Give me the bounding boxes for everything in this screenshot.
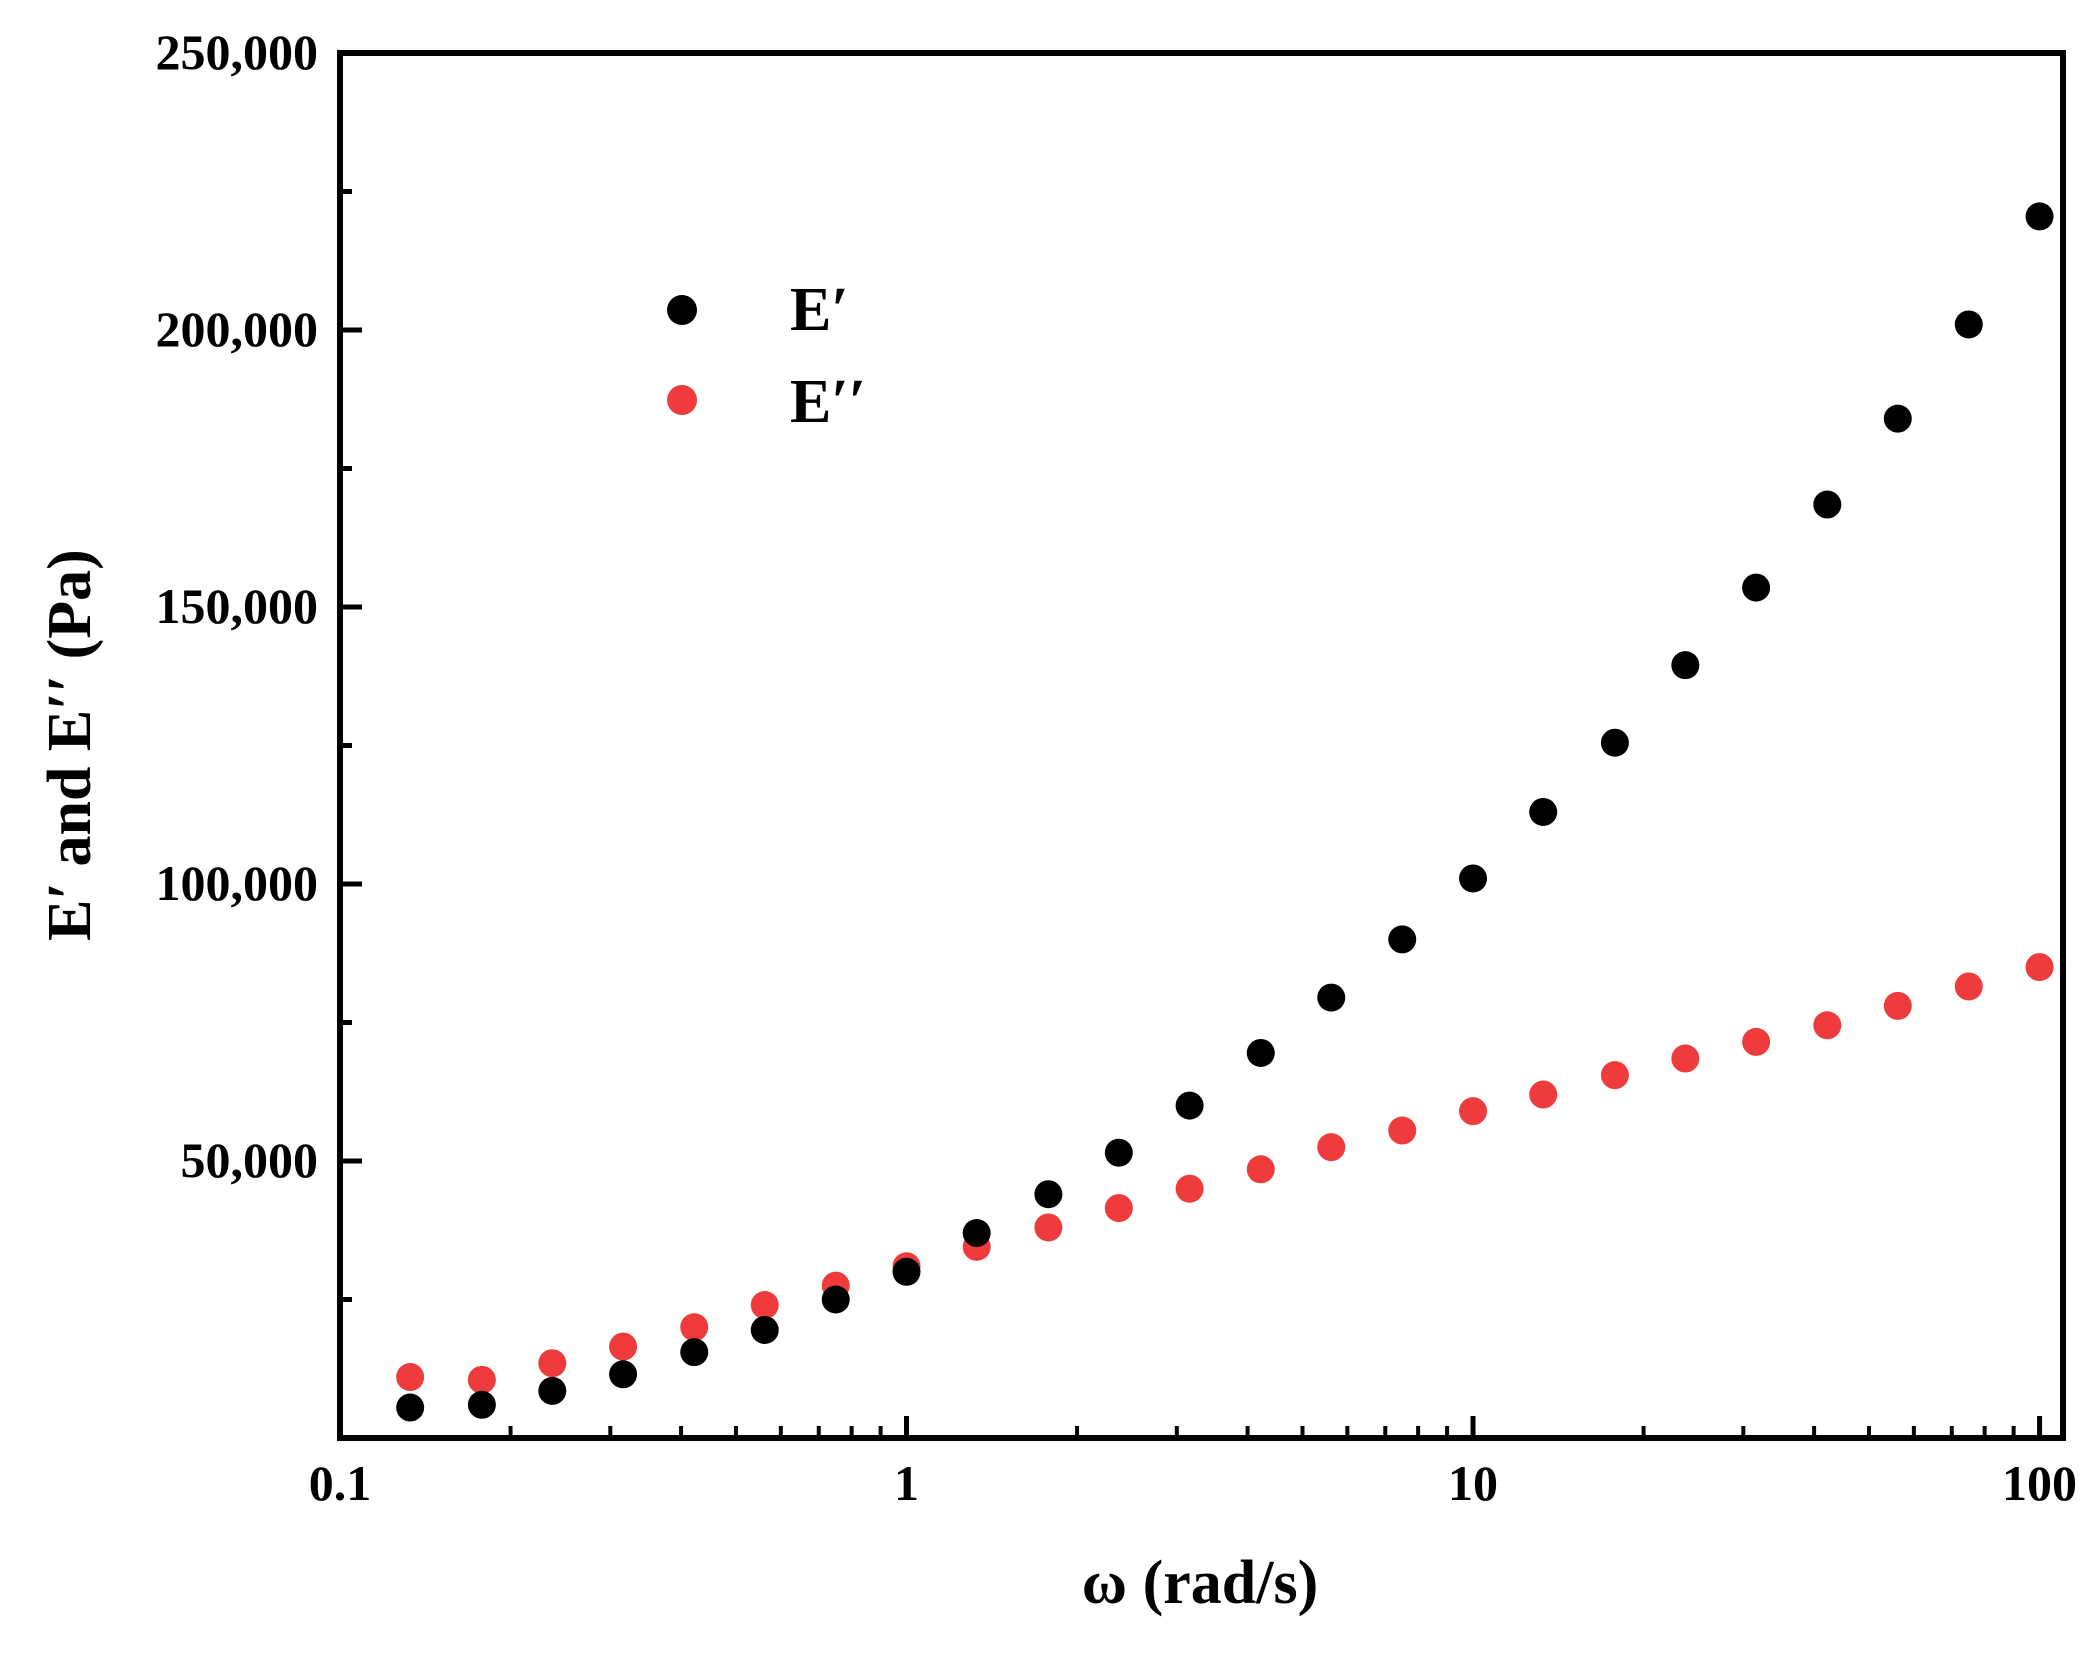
x-axis-title: ω (rad/s) bbox=[1082, 1549, 1318, 1617]
data-point-e-double-prime bbox=[609, 1332, 638, 1361]
data-point-e-prime bbox=[609, 1360, 638, 1389]
data-point-e-prime bbox=[892, 1257, 921, 1286]
data-point-e-double-prime bbox=[1529, 1080, 1558, 1109]
x-tick-label: 1 bbox=[894, 1455, 919, 1511]
legend-label-e-double-prime: E′′ bbox=[790, 368, 866, 436]
data-point-e-double-prime bbox=[1388, 1116, 1417, 1145]
data-point-e-prime bbox=[1388, 925, 1417, 954]
data-point-e-prime bbox=[821, 1285, 850, 1314]
plot-frame bbox=[337, 50, 2066, 1441]
data-point-e-double-prime bbox=[1175, 1174, 1204, 1203]
x-tick-label: 100 bbox=[2002, 1455, 2077, 1511]
y-tick-label: 100,000 bbox=[156, 855, 319, 911]
data-points-group bbox=[396, 202, 2054, 1422]
data-point-e-prime bbox=[1742, 573, 1771, 602]
data-point-e-double-prime bbox=[1459, 1097, 1488, 1126]
data-point-e-double-prime bbox=[1317, 1133, 1346, 1162]
data-point-e-prime bbox=[1246, 1038, 1275, 1067]
y-ticks-group: 50,000 100,000 150,000 200,000 250,000 bbox=[156, 24, 362, 1302]
data-point-e-prime bbox=[1529, 797, 1558, 826]
series-e-prime bbox=[396, 202, 2054, 1422]
data-point-e-prime bbox=[1317, 983, 1346, 1012]
y-tick-label: 150,000 bbox=[156, 578, 319, 634]
data-point-e-double-prime bbox=[467, 1365, 496, 1394]
legend-marker-e-double-prime bbox=[667, 385, 697, 415]
data-point-e-double-prime bbox=[1954, 972, 1983, 1001]
legend-label-e-prime: E′ bbox=[790, 276, 849, 344]
legend: E′ E′′ bbox=[667, 276, 866, 436]
data-point-e-prime bbox=[396, 1393, 425, 1422]
y-tick-label: 250,000 bbox=[156, 24, 319, 80]
data-point-e-prime bbox=[1600, 728, 1629, 757]
data-point-e-double-prime bbox=[680, 1313, 709, 1342]
data-point-e-prime bbox=[1104, 1138, 1133, 1167]
x-tick-label: 10 bbox=[1448, 1455, 1498, 1511]
data-point-e-double-prime bbox=[750, 1291, 779, 1320]
data-point-e-prime bbox=[1175, 1091, 1204, 1120]
data-point-e-double-prime bbox=[1813, 1011, 1842, 1040]
data-point-e-prime bbox=[1671, 651, 1700, 680]
data-point-e-prime bbox=[538, 1376, 567, 1405]
data-point-e-prime bbox=[680, 1338, 709, 1367]
data-point-e-prime bbox=[962, 1219, 991, 1248]
data-point-e-prime bbox=[1883, 404, 1912, 433]
data-point-e-prime bbox=[2025, 202, 2054, 231]
data-point-e-prime bbox=[1813, 490, 1842, 519]
data-point-e-double-prime bbox=[1034, 1213, 1063, 1242]
data-point-e-double-prime bbox=[396, 1363, 425, 1392]
data-point-e-prime bbox=[1459, 864, 1488, 893]
data-point-e-prime bbox=[1954, 310, 1983, 339]
data-point-e-prime bbox=[467, 1390, 496, 1419]
data-point-e-double-prime bbox=[1246, 1155, 1275, 1184]
x-tick-label: 0.1 bbox=[309, 1455, 372, 1511]
data-point-e-prime bbox=[1034, 1180, 1063, 1209]
legend-marker-e-prime bbox=[667, 295, 697, 325]
data-point-e-prime bbox=[750, 1315, 779, 1344]
y-axis-title: E′ and E′′ (Pa) bbox=[36, 549, 104, 941]
data-point-e-double-prime bbox=[1742, 1027, 1771, 1056]
data-point-e-double-prime bbox=[1883, 991, 1912, 1020]
data-point-e-double-prime bbox=[1671, 1044, 1700, 1073]
y-tick-label: 200,000 bbox=[156, 301, 319, 357]
data-point-e-double-prime bbox=[538, 1349, 567, 1378]
data-point-e-double-prime bbox=[1600, 1061, 1629, 1090]
data-point-e-double-prime bbox=[2025, 953, 2054, 982]
y-tick-label: 50,000 bbox=[181, 1132, 319, 1188]
data-point-e-double-prime bbox=[1104, 1194, 1133, 1223]
